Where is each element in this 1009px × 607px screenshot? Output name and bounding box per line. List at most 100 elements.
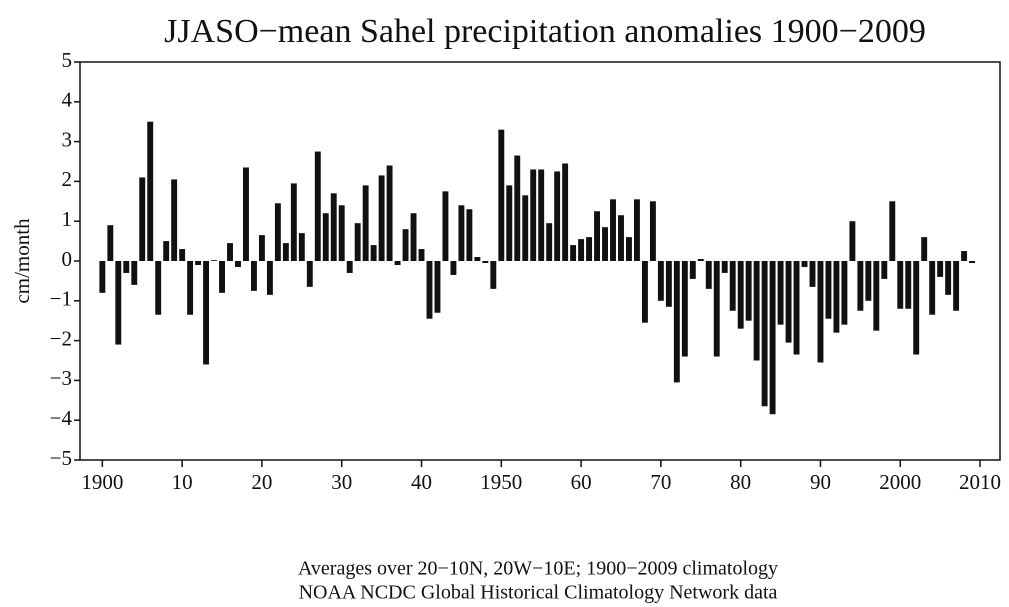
bar: [610, 199, 616, 261]
bar: [673, 261, 680, 383]
bar: [211, 260, 218, 261]
bar: [562, 163, 569, 261]
x-tick-label: 40: [411, 470, 432, 494]
bar: [809, 261, 816, 287]
bar: [386, 165, 393, 261]
bar: [721, 261, 728, 273]
bar: [554, 171, 561, 261]
bar: [298, 233, 305, 261]
bar: [123, 261, 130, 273]
bar: [227, 243, 233, 261]
bar: [139, 177, 146, 261]
bar: [841, 261, 848, 325]
bar: [250, 261, 257, 291]
bar: [538, 169, 545, 261]
bar: [99, 261, 106, 293]
bar: [282, 243, 289, 261]
bar: [777, 261, 784, 325]
bar: [147, 121, 154, 261]
bar: [290, 183, 297, 261]
bar: [235, 261, 241, 267]
bar: [450, 261, 457, 275]
bar: [418, 249, 425, 261]
bar: [322, 213, 329, 261]
bar: [969, 261, 976, 263]
bar: [626, 237, 632, 261]
bar: [833, 261, 840, 333]
bar: [258, 235, 265, 261]
x-tick-label: 70: [650, 470, 671, 494]
bar: [729, 261, 736, 311]
bar: [578, 239, 585, 261]
bar: [546, 223, 553, 261]
bar: [825, 261, 832, 319]
bar: [490, 261, 497, 289]
bar: [945, 261, 952, 295]
footnote: NOAA NCDC Global Historical Climatology …: [299, 582, 778, 604]
bar: [306, 261, 313, 287]
bar: [354, 223, 361, 261]
bar: [769, 261, 776, 415]
bar: [314, 151, 321, 261]
bar: [394, 261, 401, 265]
bar: [889, 201, 896, 261]
bar: [705, 261, 712, 289]
x-tick-label: 20: [251, 470, 272, 494]
bar: [905, 261, 912, 309]
bar: [665, 261, 672, 307]
x-tick-label: 80: [730, 470, 751, 494]
bar: [107, 225, 114, 261]
bar: [921, 237, 928, 261]
bar: [219, 261, 225, 293]
bar: [681, 261, 688, 357]
y-tick-label: −5: [50, 446, 72, 470]
bar: [586, 237, 593, 261]
bar: [697, 259, 704, 261]
bar: [785, 261, 792, 343]
x-tick-label: 1900: [81, 470, 123, 494]
bar: [713, 261, 720, 357]
bar: [498, 129, 505, 261]
bar: [857, 261, 864, 311]
bar: [163, 241, 170, 261]
x-tick-label: 2010: [959, 470, 1001, 494]
bar: [657, 261, 664, 301]
bar: [745, 261, 752, 321]
y-tick-label: 2: [62, 167, 73, 191]
bar: [594, 211, 601, 261]
x-tick-label: 10: [172, 470, 193, 494]
bar: [171, 179, 178, 261]
bar: [649, 201, 656, 261]
bar: [937, 261, 944, 277]
bar: [602, 227, 608, 261]
x-tick-label: 1950: [480, 470, 522, 494]
bar: [801, 261, 808, 267]
bar: [243, 167, 249, 261]
y-axis-label: cm/month: [10, 218, 34, 304]
bar: [474, 257, 481, 261]
bar: [458, 205, 465, 261]
x-tick-label: 60: [571, 470, 592, 494]
y-tick-label: 3: [62, 127, 73, 151]
y-tick-label: −3: [50, 366, 72, 390]
bar: [929, 261, 936, 315]
bar: [426, 261, 433, 319]
bar: [115, 261, 122, 345]
bar: [434, 261, 441, 313]
y-tick-label: 1: [62, 207, 73, 231]
bar: [179, 249, 186, 261]
bar: [378, 175, 385, 261]
bar: [410, 213, 417, 261]
bar: [570, 245, 577, 261]
y-tick-label: 5: [62, 48, 73, 72]
bar: [506, 185, 513, 261]
bar: [761, 261, 768, 407]
bar: [817, 261, 824, 363]
bar: [689, 261, 696, 279]
x-tick-label: 30: [331, 470, 352, 494]
bar: [633, 199, 640, 261]
bar: [195, 261, 202, 265]
bar: [370, 245, 377, 261]
y-tick-label: −2: [50, 326, 72, 350]
